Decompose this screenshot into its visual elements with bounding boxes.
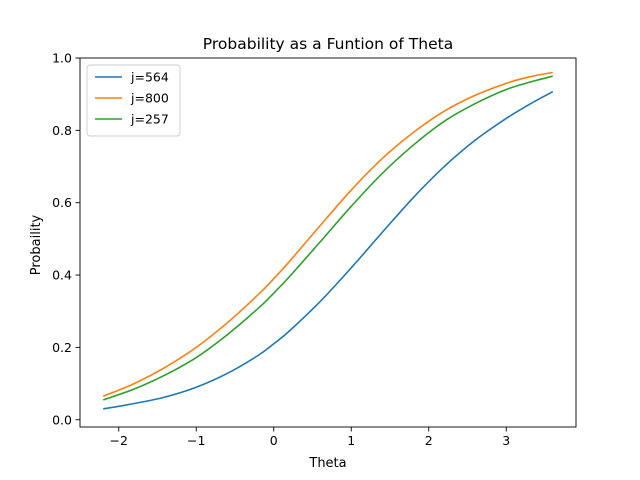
series-line-3 [102,75,553,401]
legend: j=564 j=800 j=257 [86,64,181,137]
legend-label: j=564 [130,70,169,85]
y-tick-label: 0.6 [52,195,72,210]
x-tick-label: 3 [502,433,510,448]
y-tick-label: 0.2 [52,340,72,355]
series-line-1 [103,90,554,410]
y-tick-label: 1.0 [52,51,72,66]
x-tick-label: 2 [425,433,433,448]
x-tick-label: 1 [347,433,355,448]
y-tick-label: 0.8 [52,123,72,138]
axes-frame [79,57,577,428]
x-axis: −2 −1 0 1 2 3 [110,427,510,448]
legend-label: j=800 [130,91,169,106]
chart-title: Probability as a Funtion of Theta [203,35,453,53]
y-tick-label: 0.0 [52,412,72,427]
x-axis-label: Theta [308,456,346,471]
x-tick-label: −2 [110,433,128,448]
plot-area [79,57,577,428]
legend-label: j=257 [130,112,169,127]
y-tick-label: 0.4 [52,268,72,283]
x-tick-label: 0 [270,433,278,448]
y-axis-label: Probaility [29,214,44,275]
x-tick-label: −1 [187,433,205,448]
y-axis: 0.0 0.2 0.4 0.6 0.8 1.0 [52,51,80,427]
series-line-2 [102,71,553,397]
